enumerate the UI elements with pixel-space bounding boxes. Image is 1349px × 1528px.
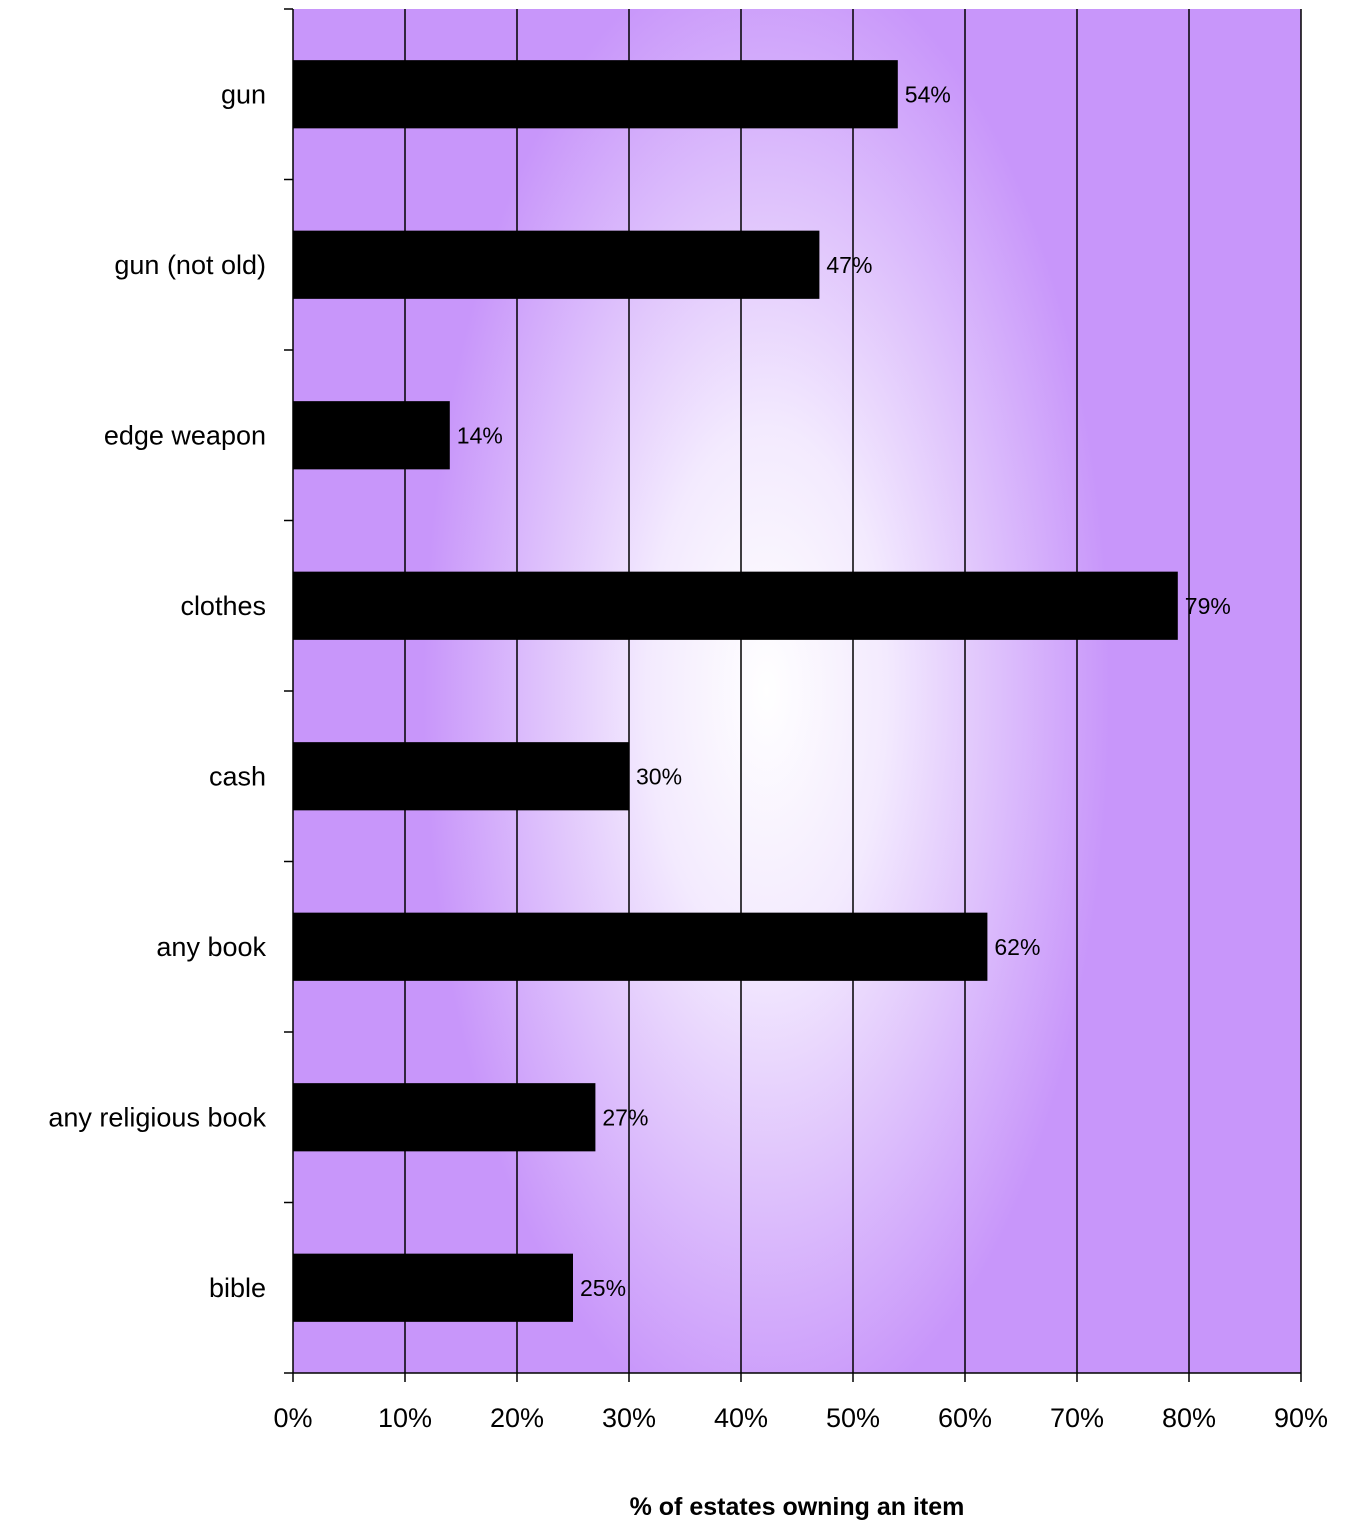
bar <box>293 1083 596 1152</box>
x-tick-label: 80% <box>1162 1403 1216 1433</box>
data-label: 27% <box>602 1104 648 1130</box>
x-tick-label: 50% <box>826 1403 880 1433</box>
category-label: gun (not old) <box>114 250 266 280</box>
category-label: any book <box>156 932 266 962</box>
bars <box>293 60 1178 1322</box>
x-tick-label: 90% <box>1274 1403 1328 1433</box>
category-label: edge weapon <box>104 420 266 450</box>
bar <box>293 401 450 470</box>
bar <box>293 912 988 981</box>
bar <box>293 571 1178 640</box>
x-tick-label: 30% <box>602 1403 656 1433</box>
category-label: clothes <box>180 591 266 621</box>
category-label: gun <box>221 79 266 109</box>
x-tick-label: 0% <box>273 1403 312 1433</box>
bar <box>293 742 629 811</box>
plot-area <box>293 9 1301 1373</box>
category-label: any religious book <box>48 1102 266 1132</box>
data-label: 25% <box>580 1275 626 1301</box>
x-tick-label: 10% <box>378 1403 432 1433</box>
x-axis-title: % of estates owning an item <box>630 1493 965 1521</box>
x-tick-label: 60% <box>938 1403 992 1433</box>
data-label: 54% <box>905 81 951 107</box>
category-label: cash <box>209 761 266 791</box>
data-label: 62% <box>994 934 1040 960</box>
data-label: 47% <box>826 252 872 278</box>
x-tick-label: 40% <box>714 1403 768 1433</box>
axes <box>284 8 1302 1382</box>
category-label: bible <box>209 1273 266 1303</box>
x-tick-label: 20% <box>490 1403 544 1433</box>
labels: 0% 10% 20% 30% 40% 50% 60% 70% 80% 90% gun 54% gun (… <box>48 79 1328 1433</box>
data-label: 30% <box>636 763 682 789</box>
bar <box>293 230 820 299</box>
bar <box>293 1253 573 1322</box>
x-tick-label: 70% <box>1050 1403 1104 1433</box>
bar <box>293 60 898 129</box>
data-label: 14% <box>457 422 503 448</box>
data-label: 79% <box>1185 593 1231 619</box>
